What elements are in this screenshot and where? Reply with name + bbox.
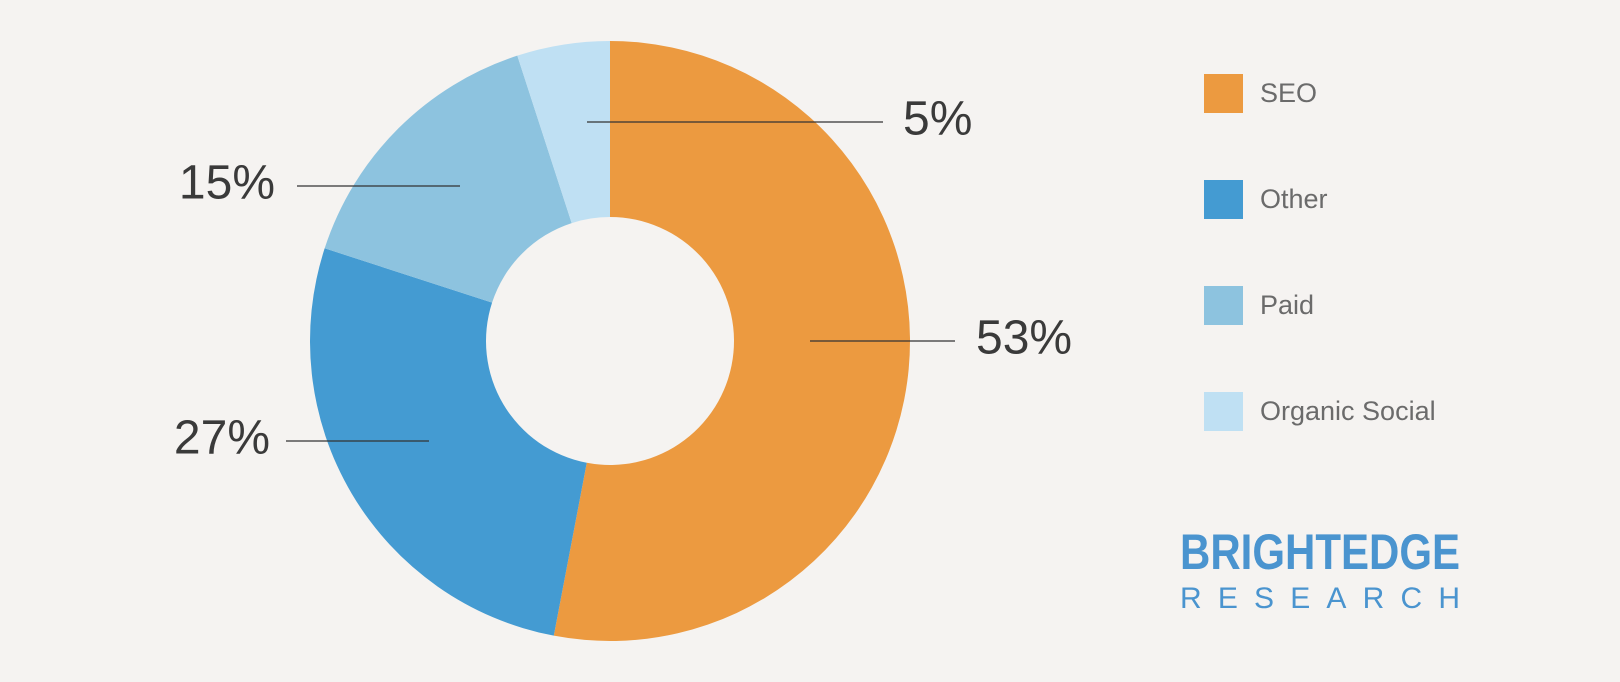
- legend-swatch: [1204, 392, 1243, 431]
- value-label: 15%: [179, 157, 275, 210]
- legend-swatch: [1204, 74, 1243, 113]
- legend-label: Other: [1260, 184, 1328, 214]
- legend-label: Organic Social: [1260, 396, 1436, 426]
- donut-slice: [553, 41, 910, 641]
- legend-label: Paid: [1260, 290, 1314, 320]
- donut-slice: [324, 55, 572, 303]
- value-label: 53%: [976, 312, 1072, 365]
- legend-swatch: [1204, 286, 1243, 325]
- donut-slice: [517, 41, 610, 224]
- legend-label: SEO: [1260, 78, 1317, 108]
- logo-name: BRIGHTEDGE: [1180, 524, 1460, 580]
- donut-slice: [310, 248, 587, 636]
- legend-swatch: [1204, 180, 1243, 219]
- value-label: 27%: [174, 412, 270, 465]
- value-label: 5%: [903, 93, 972, 146]
